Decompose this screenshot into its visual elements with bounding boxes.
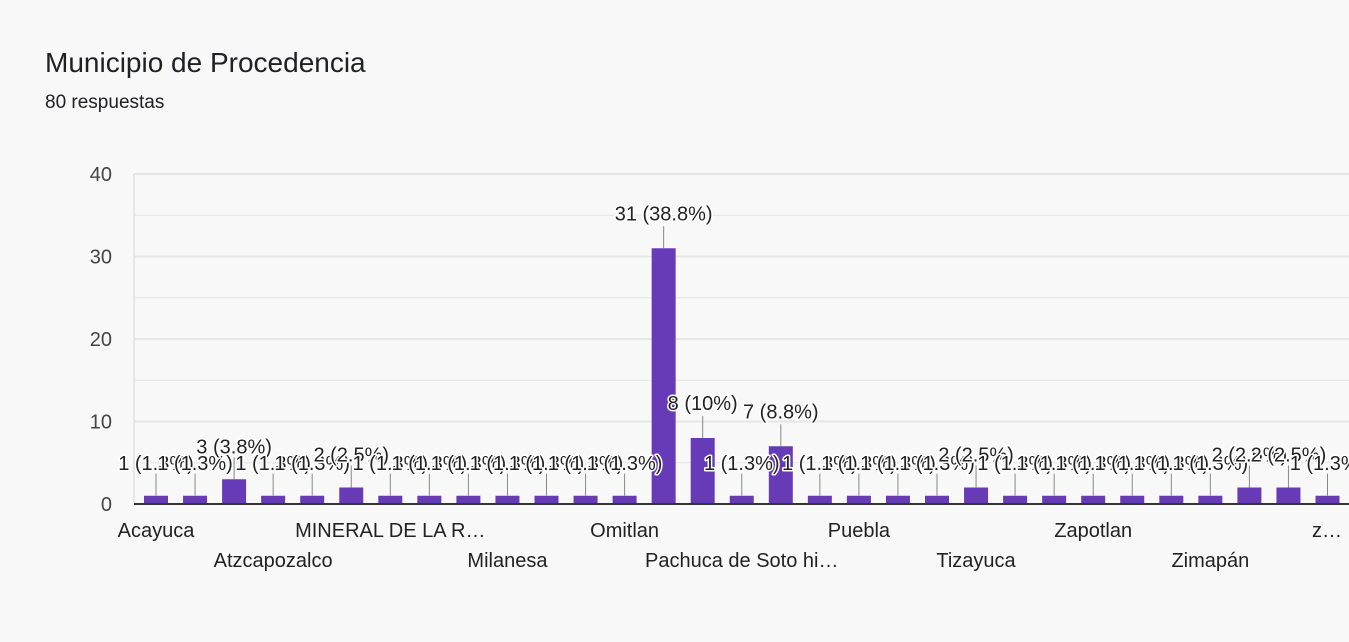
data-label: 1 (1.3%) (704, 453, 780, 475)
data-label: 1 (1.3%) (392, 453, 468, 475)
data-label: 1 (1.3%) (860, 453, 936, 475)
x-tick-label: Omitlan (590, 520, 659, 542)
x-tick-label: Puebla (828, 520, 891, 542)
data-label: 3 (3.8%) (196, 436, 272, 458)
y-axis-ticks: 0 10 20 30 40 (90, 164, 112, 516)
data-label: 7 (8.8%) (743, 401, 819, 423)
data-label: 1 (1.3%) (353, 453, 429, 475)
bar[interactable] (1159, 495, 1184, 504)
bar[interactable] (1276, 487, 1301, 505)
data-label: 1 (1.3%) (1290, 453, 1349, 475)
x-tick-label: Tizayuca (936, 550, 1016, 572)
data-labels: 1 (1.3%)1 (1.3%)3 (3.8%)1 (1.3%)1 (1.3%)… (117, 202, 1349, 477)
bar[interactable] (846, 495, 871, 504)
x-tick-label: MINERAL DE LA R… (295, 520, 485, 542)
data-label: 1 (1.3%) (1094, 453, 1170, 475)
bar[interactable] (495, 495, 520, 504)
bar[interactable] (300, 495, 325, 504)
data-label: 1 (1.3%) (274, 453, 350, 475)
bar[interactable] (768, 446, 793, 504)
bar[interactable] (1120, 495, 1145, 504)
x-tick-label: Zapotlan (1054, 520, 1132, 542)
bar[interactable] (885, 495, 910, 504)
data-label: 8 (10%) (668, 393, 738, 415)
bar[interactable] (1042, 495, 1067, 504)
data-label: 2 (2.5%) (1212, 445, 1288, 467)
bar[interactable] (456, 495, 481, 504)
response-count: 80 respuestas (45, 92, 165, 113)
data-label: 1 (1.3%) (899, 453, 975, 475)
data-label: 2 (2.5%) (313, 445, 389, 467)
x-tick-label: Zimapán (1171, 550, 1249, 572)
bar[interactable] (651, 248, 676, 504)
data-label: 1 (1.3%) (821, 453, 897, 475)
data-label: 1 (1.3%) (1055, 453, 1131, 475)
x-axis-labels: Acayuca Atzcapozalco MINERAL DE LA R… Milan… (118, 520, 1342, 572)
x-tick-label: Pachuca de Soto hi… (645, 550, 838, 572)
bar[interactable] (222, 479, 247, 504)
gridlines (134, 173, 1349, 464)
x-tick-label: Acayuca (118, 520, 196, 542)
bar[interactable] (339, 487, 364, 505)
bar[interactable] (807, 495, 832, 504)
bar[interactable] (417, 495, 442, 504)
data-label: 1 (1.3%) (470, 453, 546, 475)
data-label: 1 (1.3%) (782, 453, 858, 475)
data-label: 1 (1.3%) (548, 453, 624, 475)
chart-title: Municipio de Procedencia (45, 47, 366, 78)
bar[interactable] (183, 495, 208, 504)
data-label: 2 (2.5%) (1251, 445, 1327, 467)
bar[interactable] (261, 495, 286, 504)
data-label: 1 (1.3%) (235, 453, 311, 475)
bar[interactable] (1237, 487, 1262, 505)
bar[interactable] (573, 495, 598, 504)
y-tick-label: 40 (90, 164, 112, 186)
data-label: 1 (1.3%) (587, 453, 663, 475)
bar[interactable] (690, 438, 715, 504)
data-label: 2 (2.5%) (938, 445, 1014, 467)
x-tick-label: Atzcapozalco (214, 550, 333, 572)
y-tick-label: 20 (90, 329, 112, 351)
bars (144, 248, 1340, 504)
data-label: 1 (1.3%) (118, 453, 194, 475)
data-label: 31 (38.8%) (615, 203, 713, 225)
data-label: 1 (1.3%) (1173, 453, 1249, 475)
x-tick-label: Milanesa (467, 550, 548, 572)
bar[interactable] (925, 495, 949, 504)
label-leaders (155, 226, 1328, 496)
y-tick-label: 30 (90, 247, 112, 269)
bar[interactable] (1198, 495, 1223, 504)
bar[interactable] (729, 495, 754, 504)
data-label: 1 (1.3%) (431, 453, 507, 475)
y-tick-label: 0 (101, 494, 112, 516)
bar[interactable] (144, 495, 168, 504)
bar[interactable] (378, 495, 403, 504)
bar[interactable] (1003, 495, 1028, 504)
data-label: 1 (1.3%) (157, 453, 233, 475)
data-label: 1 (1.3%) (1134, 453, 1210, 475)
bar[interactable] (1081, 495, 1106, 504)
x-tick-label: z… (1312, 520, 1342, 542)
bar[interactable] (964, 487, 989, 505)
bar[interactable] (612, 495, 637, 504)
y-tick-label: 10 (90, 412, 112, 434)
data-label: 1 (1.3%) (977, 453, 1053, 475)
data-label: 1 (1.3%) (1016, 453, 1092, 475)
data-label: 1 (1.3%) (509, 453, 585, 475)
bar[interactable] (534, 495, 559, 504)
bar[interactable] (1315, 495, 1340, 504)
